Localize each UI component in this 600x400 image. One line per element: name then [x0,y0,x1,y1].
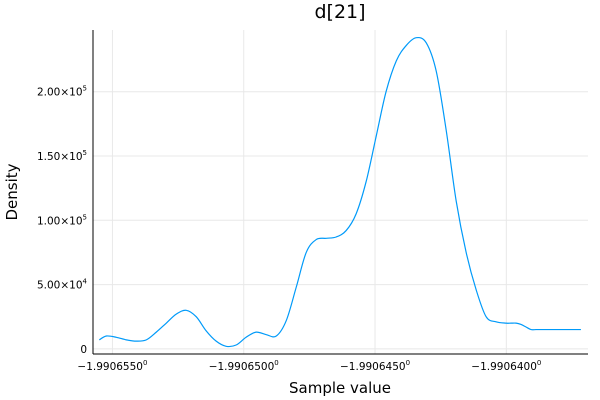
y-tick-label: 0 [80,344,87,356]
y-tick-label: 1.00×105 [37,213,87,227]
chart-title: d[21] [314,1,365,23]
x-tick-label: −1.99065500 [77,359,147,373]
x-axis-label: Sample value [289,379,391,397]
y-tick-label: 2.00×105 [37,85,87,99]
x-tick-label: −1.99064500 [340,359,410,373]
tick-labels: 0 5.00×104 1.00×105 1.50×105 2.00×105 −1.9906… [37,85,541,373]
y-axis-label: Density [3,163,21,220]
series-layer [98,36,581,348]
y-tick-label: 1.50×105 [37,149,87,163]
grid-lines [93,30,588,354]
density-curve [98,36,581,348]
y-tick-label: 5.00×104 [37,278,88,292]
x-tick-label: −1.99064000 [471,359,541,373]
axes [92,30,588,355]
x-tick-label: −1.99065000 [209,359,279,373]
